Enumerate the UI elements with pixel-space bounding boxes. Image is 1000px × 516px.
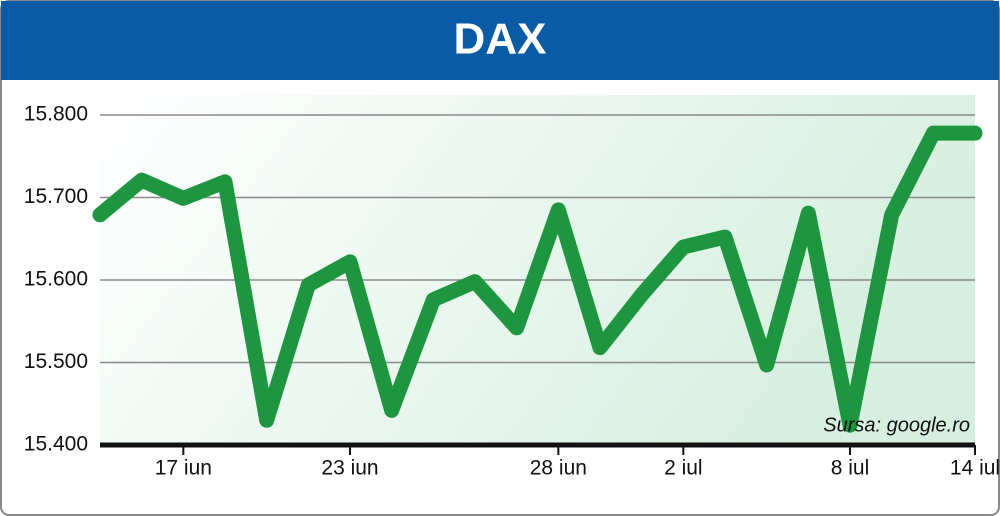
x-tick-label: 17 iun bbox=[155, 457, 212, 480]
line-series bbox=[92, 125, 983, 433]
y-tick-label: 15.700 bbox=[24, 185, 88, 208]
plot: 15.400 15.500 15.600 15.700 15.800 17 iun 23 i… bbox=[24, 103, 1000, 480]
y-tick-label: 15.400 bbox=[24, 433, 88, 456]
x-tick-label: 23 iun bbox=[321, 457, 378, 480]
x-tick-label: 8 iul bbox=[831, 457, 870, 480]
chart-title: DAX bbox=[454, 15, 547, 64]
x-tick-label: 28 iun bbox=[530, 457, 587, 480]
y-tick-label: 15.800 bbox=[24, 103, 88, 126]
x-tick-label: 14 iul bbox=[950, 457, 1000, 480]
title-bar bbox=[1, 1, 999, 80]
y-tick-label: 15.500 bbox=[24, 350, 88, 373]
source-note: Sursa: google.ro bbox=[823, 414, 970, 436]
x-tick-label: 2 iul bbox=[664, 457, 703, 480]
y-tick-label: 15.600 bbox=[24, 268, 88, 291]
